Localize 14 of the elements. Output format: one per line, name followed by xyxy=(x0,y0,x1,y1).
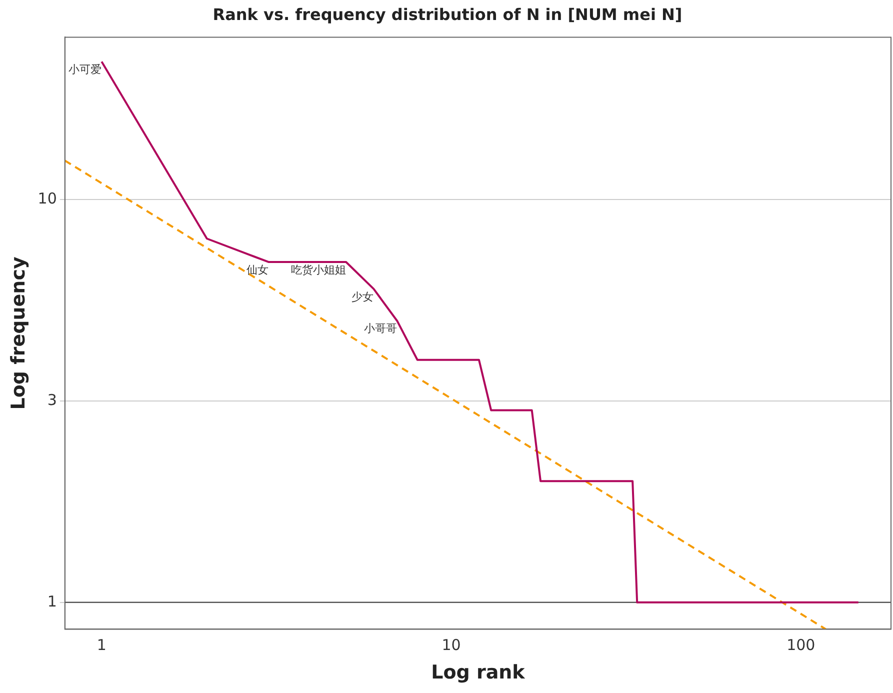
annotation: 吃货小姐姐 xyxy=(291,263,346,276)
y-tick-label: 1 xyxy=(47,592,57,610)
y-axis-title: Log frequency xyxy=(7,256,30,410)
annotation: 仙女 xyxy=(246,263,268,276)
y-tick-label: 3 xyxy=(47,390,57,409)
annotation: 小哥哥 xyxy=(364,322,398,336)
x-tick-label: 1 xyxy=(96,636,106,654)
x-tick-label: 100 xyxy=(786,636,816,654)
chart-title: Rank vs. frequency distribution of N in [NUM mei N] xyxy=(212,4,682,24)
annotation: 少女 xyxy=(352,290,374,304)
annotation: 小可爱 xyxy=(68,63,102,76)
x-axis-title: Log rank xyxy=(431,662,526,684)
x-tick-label: 10 xyxy=(442,636,461,654)
y-tick-label: 10 xyxy=(38,189,57,208)
